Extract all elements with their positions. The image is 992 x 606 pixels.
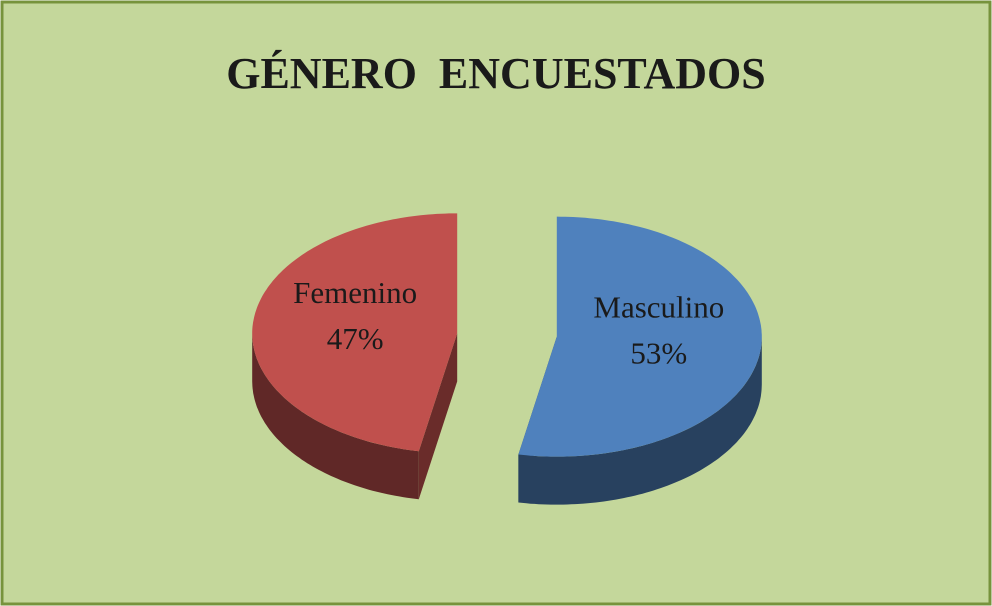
pie: Masculino 53% Femenino 47% [252, 213, 762, 505]
slice-label: Masculino [593, 289, 724, 324]
slice-value-label: 53% [630, 335, 687, 370]
slice-side [518, 336, 762, 505]
slice-label: Femenino [293, 275, 417, 310]
chart-title: GÉNERO ENCUESTADOS [226, 49, 766, 98]
slice-face [418, 333, 458, 500]
pie-slice [252, 213, 458, 452]
slice-value-label: 47% [327, 321, 384, 356]
pie-slice [518, 216, 762, 457]
slice-side [252, 333, 419, 500]
